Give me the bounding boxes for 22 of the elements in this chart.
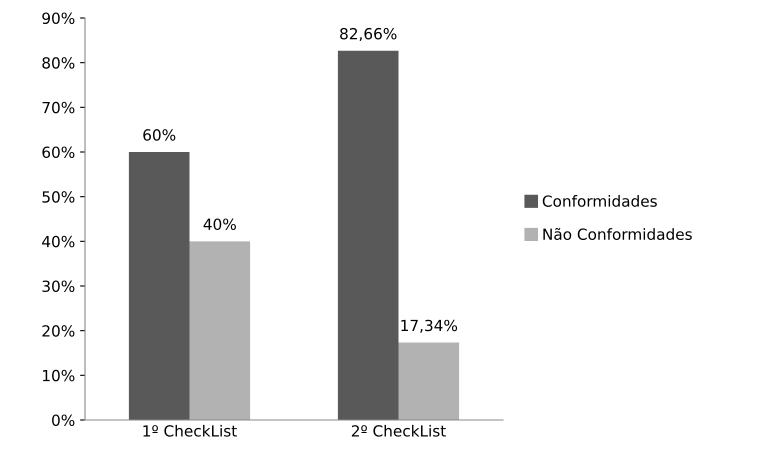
y-tick-label: 90% [42,12,74,24]
y-tick-label: 40% [42,236,74,248]
y-tick-label: 30% [42,280,74,292]
y-tick-label: 60% [42,146,74,158]
data-label: 40% [204,218,236,230]
legend-label: Conformidades [542,195,657,207]
bar [398,342,460,420]
y-tick-label: 70% [42,102,74,114]
bar [338,50,398,420]
data-label: 82,66% [340,28,396,42]
data-label: 17,34% [401,320,458,333]
y-tick-label: 0% [52,414,74,426]
bar [190,241,250,420]
x-tick-label: 2º CheckList [352,424,446,437]
y-tick-label: 50% [42,191,74,203]
legend-label: Não Conformidades [543,228,692,240]
bar [128,152,190,420]
data-label: 60% [143,129,176,141]
y-tick-label: 10% [43,370,74,382]
y-tick-label: 80% [42,57,74,69]
y-tick-label: 20% [42,325,74,337]
x-tick-label: 1º CheckList [143,424,237,437]
